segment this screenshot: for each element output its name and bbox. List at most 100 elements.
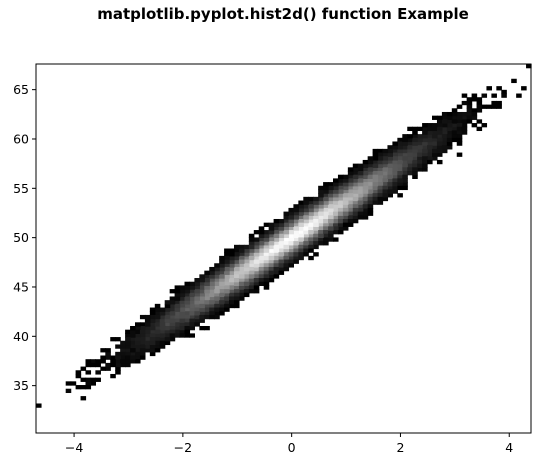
histogram-cell bbox=[318, 207, 324, 213]
histogram-cell bbox=[337, 211, 344, 216]
histogram-cell bbox=[298, 218, 304, 224]
histogram-cell bbox=[110, 355, 116, 360]
histogram-cell bbox=[234, 303, 240, 309]
histogram-cell bbox=[303, 200, 309, 205]
histogram-cell bbox=[229, 248, 235, 253]
histogram-cell bbox=[372, 167, 379, 172]
histogram-cell bbox=[130, 359, 136, 364]
histogram-cell bbox=[352, 215, 359, 220]
histogram-cell bbox=[273, 259, 280, 264]
histogram-cell bbox=[110, 362, 116, 368]
histogram-cell bbox=[263, 230, 270, 235]
histogram-cell bbox=[422, 167, 428, 172]
histogram-cell bbox=[189, 325, 195, 331]
histogram-cell bbox=[427, 156, 433, 161]
y-tick-label: 35 bbox=[13, 378, 29, 393]
histogram-cell bbox=[130, 329, 136, 334]
histogram-cell bbox=[323, 182, 329, 187]
histogram-cell bbox=[362, 207, 369, 213]
chart-title: matplotlib.pyplot.hist2d() function Exam… bbox=[97, 5, 469, 23]
histogram-cell bbox=[120, 362, 126, 368]
histogram-cell bbox=[432, 137, 438, 143]
histogram-cell bbox=[387, 159, 393, 165]
histogram-cell bbox=[283, 226, 290, 231]
histogram-cell bbox=[298, 204, 304, 209]
histogram-cell bbox=[224, 270, 230, 275]
histogram-cell bbox=[199, 325, 205, 331]
histogram-cell bbox=[224, 259, 230, 264]
histogram-cell bbox=[293, 244, 299, 250]
histogram-cell bbox=[308, 222, 314, 227]
histogram-cell bbox=[392, 182, 398, 187]
histogram-cell bbox=[333, 222, 339, 227]
histogram-cell bbox=[347, 185, 354, 191]
histogram-cell bbox=[154, 329, 161, 334]
histogram-cell bbox=[253, 244, 260, 250]
histogram-cell bbox=[323, 222, 329, 227]
histogram-cell bbox=[90, 381, 96, 386]
histogram-cell bbox=[234, 292, 240, 298]
histogram-cell bbox=[466, 111, 473, 117]
histogram-cell bbox=[367, 204, 374, 209]
histogram-cell bbox=[387, 171, 393, 176]
histogram-cell bbox=[184, 289, 191, 294]
histogram-cell bbox=[377, 178, 384, 183]
histogram-cell bbox=[441, 123, 448, 128]
histogram-cell bbox=[422, 152, 428, 157]
histogram-cell bbox=[303, 226, 309, 231]
histogram-cell bbox=[189, 318, 195, 323]
histogram-cell bbox=[382, 159, 389, 165]
histogram-cell bbox=[298, 211, 304, 216]
histogram-cell bbox=[313, 230, 319, 235]
histogram-cell bbox=[169, 329, 176, 334]
histogram-cell bbox=[139, 314, 146, 320]
histogram-cell bbox=[95, 370, 101, 375]
histogram-cell bbox=[451, 137, 458, 143]
histogram-cell bbox=[234, 281, 240, 286]
histogram-cell bbox=[204, 300, 210, 305]
histogram-cell bbox=[412, 156, 418, 161]
histogram-cell bbox=[149, 333, 156, 338]
histogram-cell bbox=[402, 152, 408, 157]
histogram-cell bbox=[164, 329, 171, 334]
histogram-cell bbox=[268, 237, 275, 242]
histogram-cell bbox=[496, 104, 502, 109]
histogram-cell bbox=[392, 174, 398, 179]
histogram-cell bbox=[328, 222, 334, 227]
histogram-cell bbox=[407, 171, 413, 176]
histogram-cell bbox=[110, 337, 116, 342]
histogram-cell bbox=[229, 255, 235, 261]
histogram-cell bbox=[352, 211, 359, 216]
histogram-cell bbox=[427, 141, 433, 146]
histogram-cell bbox=[278, 255, 285, 261]
histogram-cell bbox=[174, 300, 181, 305]
histogram-cell bbox=[357, 196, 364, 202]
histogram-cell bbox=[466, 100, 473, 106]
histogram-cell bbox=[486, 86, 492, 91]
histogram-cell bbox=[432, 123, 438, 128]
histogram-cell bbox=[224, 285, 230, 290]
histogram-cell bbox=[130, 337, 136, 342]
histogram-cell bbox=[229, 259, 235, 264]
histogram-cell bbox=[352, 207, 359, 213]
histogram-cell bbox=[461, 115, 468, 120]
histogram-cell bbox=[337, 189, 344, 194]
histogram-cell bbox=[164, 337, 171, 342]
histogram-cell bbox=[342, 196, 349, 202]
histogram-cell bbox=[412, 167, 418, 172]
histogram-cell bbox=[189, 289, 195, 294]
histogram-cell bbox=[362, 215, 369, 220]
histogram-cell bbox=[288, 263, 294, 268]
histogram-cell bbox=[283, 266, 290, 272]
histogram-cell bbox=[328, 233, 334, 239]
histogram-cell bbox=[432, 152, 438, 157]
histogram-cell bbox=[382, 167, 389, 172]
histogram-cell bbox=[446, 134, 453, 139]
histogram-cell bbox=[105, 348, 111, 353]
histogram-cell bbox=[229, 263, 235, 268]
histogram-cell bbox=[263, 252, 270, 257]
histogram-cell bbox=[105, 366, 111, 371]
histogram-cell bbox=[382, 148, 389, 154]
histogram-cell bbox=[298, 248, 304, 253]
histogram-cell bbox=[293, 252, 299, 257]
